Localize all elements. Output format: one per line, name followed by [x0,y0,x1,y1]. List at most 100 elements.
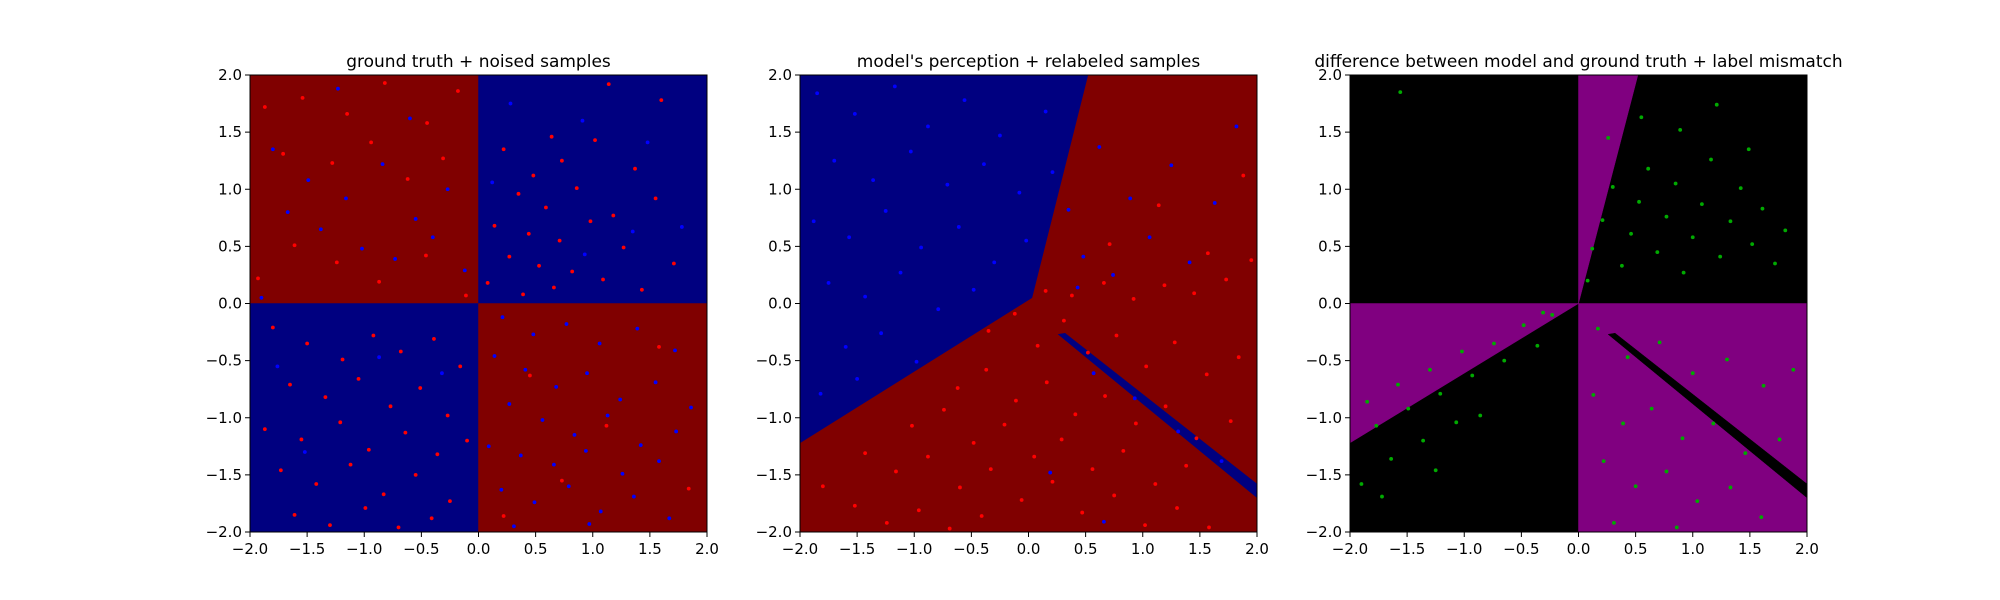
sample-point [396,525,401,530]
sample-point [588,219,593,224]
sample-point [1017,190,1022,195]
sample-point [1398,90,1403,95]
x-tick-label: −2.0 [1332,540,1368,558]
sample-point [639,287,644,292]
sample-point [544,205,548,210]
x-tick-label: −1.0 [896,540,932,558]
sample-point [512,524,516,529]
sample-point [570,269,575,274]
sample-point [1070,293,1074,298]
sample-point [1633,484,1638,489]
x-tick-label: 1.0 [1131,540,1155,558]
y-tick-label: 0.0 [1318,295,1342,313]
x-tick-label: 1.5 [638,540,662,558]
sample-point [1600,218,1605,223]
sample-point [1550,313,1555,317]
x-tick-label: −1.5 [839,540,875,558]
x-tick-label: 1.0 [1681,540,1705,558]
sample-point [1674,525,1679,530]
sample-point [500,315,505,320]
sample-point [345,111,350,116]
chart-panel-2: −2.0 −1.5 −1.0 −0.5 0.0 0.5 1.0 1.5 2.0 −2.0 −1.5 −… [756,52,1269,558]
sample-point [1664,469,1669,474]
sample-point [270,325,275,330]
sample-point [1112,493,1117,498]
sample-point [369,140,374,145]
sample-point [638,443,643,448]
sample-point [564,322,569,326]
sample-point [560,158,564,163]
chart-panel-3: −2.0 −1.5 −1.0 −0.5 0.0 0.5 1.0 1.5 2.0 −2.0 −1.5 −… [1306,52,1843,558]
sample-point [1639,115,1644,120]
sample-point [1612,520,1616,525]
sample-point [1066,207,1071,212]
sample-point [631,494,636,499]
chart-title: difference between model and ground trut… [1314,52,1842,72]
sample-point [1163,404,1168,409]
sample-point [1048,470,1053,475]
sample-point [499,487,504,492]
sample-point [955,386,960,390]
sample-point [956,225,961,229]
sample-point [847,235,852,240]
sample-point [1062,318,1066,323]
x-tick-label: 1.5 [1188,540,1212,558]
sample-point [1728,485,1733,490]
x-tick-label: 2.0 [1795,540,1819,558]
sample-point [1162,283,1167,288]
sample-point [1678,127,1683,132]
decision-region-2 [1578,75,1639,304]
sample-point [371,333,376,338]
sample-point [1664,214,1669,219]
sample-point [552,462,556,467]
sample-point [1147,235,1152,240]
sample-point [540,418,545,422]
sample-point [657,345,661,349]
sample-point [988,467,993,472]
sample-point [328,523,332,528]
sample-point [1433,468,1438,473]
sample-point [1389,456,1394,461]
sample-point [884,520,889,525]
chart-title: model's perception + relabeled samples [857,52,1201,72]
sample-point [1596,326,1600,331]
sample-point [645,140,650,145]
x-tick-label: −0.5 [953,540,989,558]
sample-point [441,156,445,161]
sample-point [1649,406,1654,411]
decision-region-1 [250,75,479,304]
sample-point [580,118,585,123]
sample-point [259,295,264,300]
sample-point [532,500,537,505]
sample-point [1024,238,1029,243]
sample-point [360,246,364,251]
sample-point [292,243,297,248]
sample-point [1050,479,1055,484]
sample-point [429,516,434,521]
sample-point [1153,482,1158,486]
sample-point [521,292,525,297]
y-tick-label: −0.5 [1306,352,1342,370]
sample-point [1043,289,1048,293]
sample-point [381,492,386,497]
sample-point [583,448,588,453]
sample-point [611,213,616,218]
x-tick-label: 0.5 [1074,540,1098,558]
sample-point [1725,357,1729,362]
sample-point [486,444,491,449]
sample-point [1610,185,1615,189]
sample-point [492,354,497,358]
sample-point [1585,278,1590,283]
sample-point [855,377,860,381]
sample-point [270,147,275,152]
sample-point [300,95,305,100]
sample-point [1059,437,1064,442]
y-tick-label: 1.5 [218,123,242,141]
decision-region-5 [1607,332,1807,499]
sample-point [679,225,684,229]
sample-point [971,287,976,292]
sample-point [382,81,387,85]
y-tick-label: 0.5 [768,237,792,255]
sample-point [1655,250,1660,254]
sample-point [1249,258,1254,262]
